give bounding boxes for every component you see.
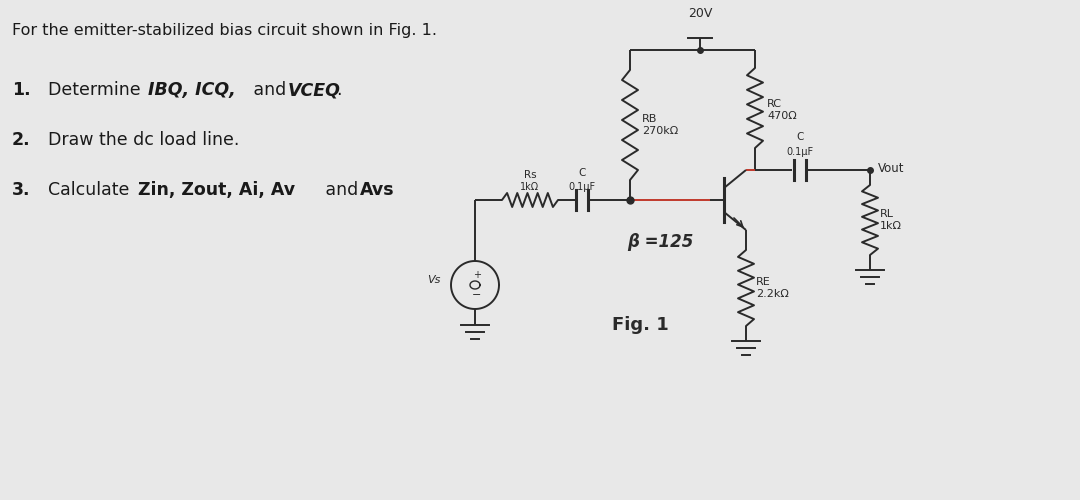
Text: and: and xyxy=(248,81,292,99)
Text: Calculate: Calculate xyxy=(48,181,135,199)
Text: VCEQ: VCEQ xyxy=(288,81,341,99)
Text: C: C xyxy=(578,168,585,178)
Text: +: + xyxy=(473,270,481,280)
Text: Avs: Avs xyxy=(360,181,394,199)
Text: Vs: Vs xyxy=(428,275,441,285)
Text: RL
1kΩ: RL 1kΩ xyxy=(880,209,902,231)
Text: For the emitter-stabilized bias circuit shown in Fig. 1.: For the emitter-stabilized bias circuit … xyxy=(12,22,437,38)
Text: .: . xyxy=(336,81,341,99)
Text: RB
270kΩ: RB 270kΩ xyxy=(642,114,678,136)
Text: RC
470Ω: RC 470Ω xyxy=(767,99,797,121)
Text: 20V: 20V xyxy=(688,7,712,20)
Text: 2.: 2. xyxy=(12,131,30,149)
Text: Vout: Vout xyxy=(878,162,905,174)
Text: Fig. 1: Fig. 1 xyxy=(611,316,669,334)
Text: 0.1μF: 0.1μF xyxy=(786,147,813,157)
Text: Determine: Determine xyxy=(48,81,146,99)
Text: Zin, Zout, Ai, Av: Zin, Zout, Ai, Av xyxy=(138,181,295,199)
Text: 1kΩ: 1kΩ xyxy=(521,182,540,192)
Text: Rs: Rs xyxy=(524,170,537,180)
Text: −: − xyxy=(472,290,482,300)
Text: Draw the dc load line.: Draw the dc load line. xyxy=(48,131,240,149)
Text: 0.1μF: 0.1μF xyxy=(568,182,595,192)
Text: IBQ, ICQ,: IBQ, ICQ, xyxy=(148,81,235,99)
Text: 1.: 1. xyxy=(12,81,30,99)
Text: and: and xyxy=(320,181,364,199)
Text: β =125: β =125 xyxy=(626,233,693,251)
Text: 3.: 3. xyxy=(12,181,30,199)
Text: C: C xyxy=(796,132,804,142)
Text: RE
2.2kΩ: RE 2.2kΩ xyxy=(756,277,788,299)
